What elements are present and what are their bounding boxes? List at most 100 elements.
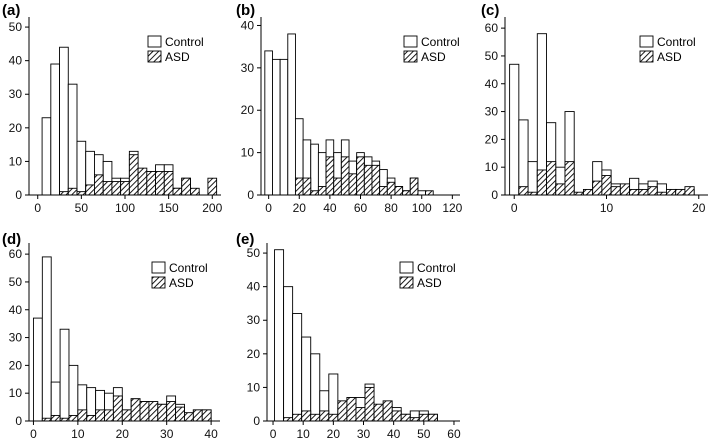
x-tick-label: 10 [297,427,311,441]
y-tick-label: 20 [485,132,499,146]
bar-asd [675,188,686,196]
x-tick-label: 150 [159,201,179,215]
legend-swatch-control [399,261,414,274]
bar-asd [348,173,358,196]
x-tick-label: 100 [115,201,135,215]
bar-asd [76,191,87,196]
y-tick-label: 50 [9,20,23,34]
x-tick-label: 20 [327,427,341,441]
bar-asd [601,175,612,196]
legend-label-control: Control [169,261,208,275]
y-tick-label: 20 [9,121,23,135]
bar-asd [128,154,139,196]
bar-asd [301,410,312,422]
y-tick-label: 60 [9,247,23,261]
legend-label-asd: ASD [657,50,682,64]
bar-asd [363,164,373,196]
x-tick-label: 100 [412,201,432,215]
y-tick-label: 20 [241,103,255,117]
y-tick-label: 10 [9,386,23,400]
y-tick-label: 10 [9,154,23,168]
bar-asd [340,156,350,196]
bar-asd [121,409,132,422]
bar-asd [427,413,438,422]
bar-asd [555,183,566,196]
bar-asd [629,188,640,196]
x-tick-label: 80 [384,201,398,215]
x-tick-label: 60 [447,427,461,441]
legend-label-control: Control [417,261,456,275]
bar-asd [166,401,177,422]
y-tick-label: 30 [9,331,23,345]
x-tick-label: 10 [71,427,85,441]
y-tick-label: 40 [485,77,499,91]
bar-control [41,256,52,422]
x-tick-label: 0 [270,427,277,441]
bar-control [292,313,303,422]
bar-asd [104,409,114,422]
x-tick-label: 20 [293,201,307,215]
bar-asd [592,180,603,196]
legend-swatch-control [147,35,162,48]
bar-asd [50,414,61,422]
x-tick-label: 30 [357,427,371,441]
bar-control [41,117,52,196]
bar-control [50,63,60,196]
bar-control [509,63,520,196]
y-tick-label: 0 [15,414,22,428]
bar-asd [86,414,97,422]
y-tick-label: 30 [485,105,499,119]
legend-swatch-asd [403,50,418,63]
bar-asd [391,410,402,422]
y-tick-label: 0 [15,188,22,202]
bar-asd [68,414,79,422]
y-tick-label: 10 [241,146,255,160]
y-tick-label: 50 [9,275,23,289]
x-tick-label: 30 [160,427,174,441]
legend-label-asd: ASD [421,50,446,64]
y-tick-label: 50 [247,246,261,260]
bar-asd [111,181,122,196]
bar-asd [400,413,411,422]
bar-control [32,317,43,422]
bar-asd [386,181,396,196]
panel-label: (d) [2,231,21,248]
bar-asd [638,188,649,196]
bar-asd [95,409,105,422]
legend-label-asd: ASD [165,50,190,64]
bar-asd [112,395,123,422]
bar-asd [355,407,366,422]
legend-swatch-control [151,261,166,274]
bar-asd [619,183,631,196]
y-tick-label: 30 [9,87,23,101]
bar-asd [310,190,319,196]
x-tick-label: 120 [442,201,462,215]
panel-label: (e) [236,231,254,248]
bar-control [76,140,87,196]
y-tick-label: 40 [9,303,23,317]
bar-asd [175,406,185,422]
legend-swatch-asd [639,50,654,63]
bar-asd [207,177,218,196]
y-tick-label: 40 [241,18,255,32]
bar-asd [684,186,695,196]
x-tick-label: 0 [30,427,37,441]
bar-asd [333,177,342,196]
bar-asd [148,401,159,422]
bar-asd [85,184,95,196]
x-tick-label: 20 [116,427,130,441]
bar-control [68,364,79,422]
bar-asd [172,187,183,196]
bar-asd [394,186,404,196]
y-tick-label: 10 [485,160,499,174]
bar-control [287,33,296,196]
bar-asd [546,161,557,196]
bar-asd [137,167,148,196]
bar-asd [77,409,88,422]
bar-asd [155,171,165,196]
bar-control [264,50,273,196]
